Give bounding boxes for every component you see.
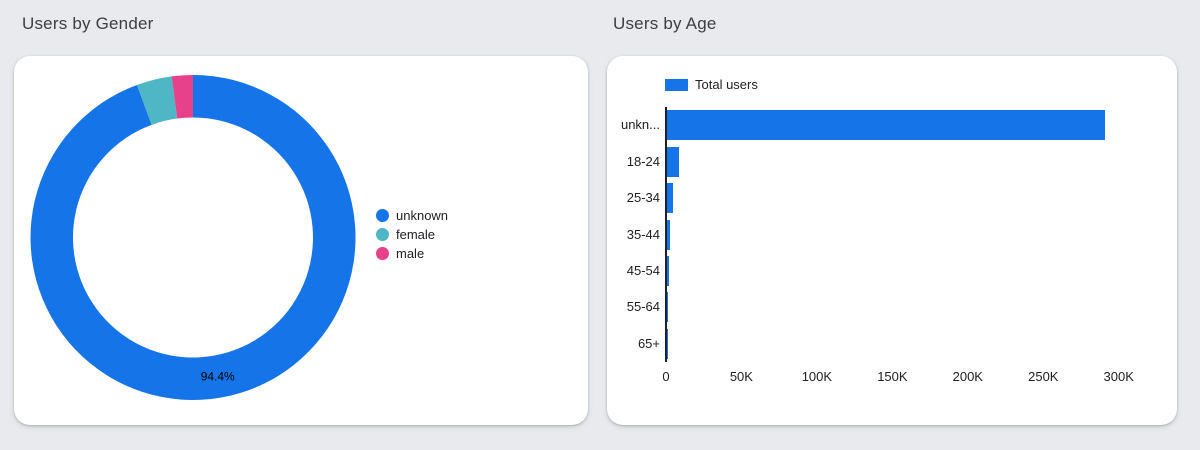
legend-item-unknown: unknown [376,206,448,225]
x-tick-0: 0 [662,369,670,384]
x-tick-300K: 300K [1103,369,1134,384]
bar-18-24[interactable] [667,146,680,177]
gender-donut-chart: 94.4% [30,75,356,400]
bar-45-54[interactable] [667,255,670,286]
x-tick-150K: 150K [877,369,908,384]
category-label-45-54: 45-54 [626,262,660,278]
bar-unknown[interactable] [667,110,1105,141]
legend-label-male: male [396,246,425,261]
gender-chart-legend: unknown female male [376,206,448,263]
bar-35-44[interactable] [667,219,671,250]
bar-25-34[interactable] [667,183,674,214]
category-label-35-44: 35-44 [626,226,660,242]
age-chart-title: Users by Age [613,14,717,33]
legend-dot-icon-unknown [376,209,389,222]
x-tick-250K: 250K [1028,369,1059,384]
donut-slice-male[interactable] [171,75,193,119]
donut-data-label: 94.4% [201,370,235,384]
legend-dot-icon-female [376,228,389,241]
age-bar-plot: unkn... 18-24 25-34 35-44 45-54 55-64 65+ 0 50K 1… [607,56,1177,425]
legend-item-male: male [376,244,448,263]
age-chart-card: Total users unkn... 18-24 25-34 35-44 45-54 5… [607,56,1177,425]
category-label-55-64: 55-64 [626,299,660,315]
category-label-unknown: unkn... [620,117,660,133]
category-label-25-34: 25-34 [626,190,660,206]
x-tick-200K: 200K [952,369,983,384]
x-tick-100K: 100K [801,369,833,384]
donut-slice-unknown[interactable] [30,75,356,400]
category-label-65+: 65+ [637,335,660,351]
legend-label-female: female [396,227,436,242]
legend-dot-icon-male [376,247,389,260]
gender-chart-title: Users by Gender [22,14,154,33]
bar-55-64[interactable] [667,292,668,323]
donut-slice-female[interactable] [137,76,178,125]
x-tick-50K: 50K [729,369,753,384]
legend-label-unknown: unknown [396,208,449,223]
gender-chart-card: 94.4% unknown female male [14,56,588,425]
y-axis-line [665,107,667,362]
total-users-legend-label: Total users [695,77,758,92]
category-label-18-24: 18-24 [626,153,660,169]
legend-item-female: female [376,225,448,244]
total-users-legend-swatch-icon [665,79,688,91]
